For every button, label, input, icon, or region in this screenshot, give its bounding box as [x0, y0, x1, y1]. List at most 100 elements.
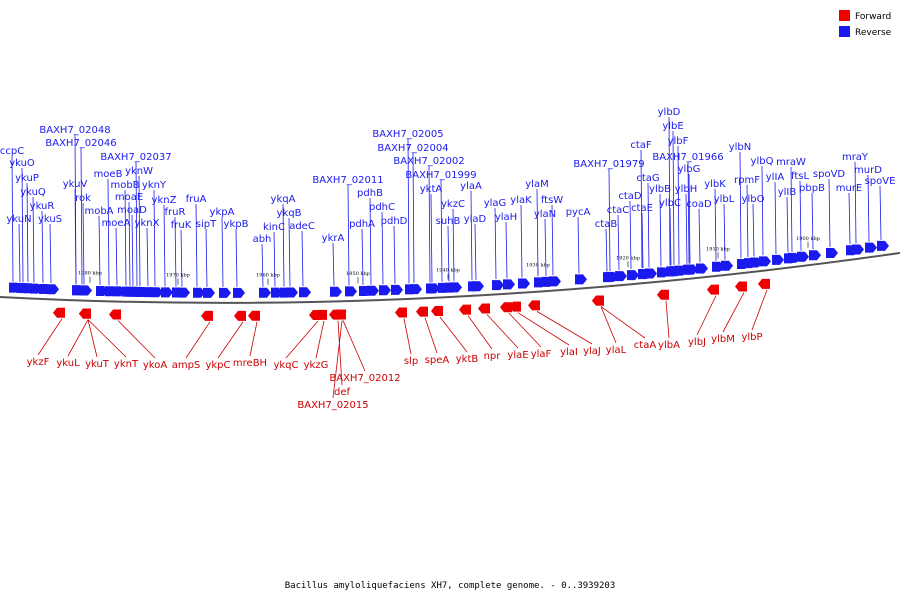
reverse-gene-ykzc[interactable]: ykzC: [441, 199, 465, 293]
reverse-gene-abh[interactable]: abh: [253, 234, 272, 298]
gene-label-ylbm[interactable]: ylbM: [711, 334, 735, 345]
gene-label-ylbd[interactable]: ylbD: [658, 107, 681, 118]
reverse-gene-ylan[interactable]: ylaN: [534, 209, 556, 287]
gene-label-baxh7-02015[interactable]: BAXH7_02015: [297, 400, 368, 411]
gene-label-mraw[interactable]: mraW: [776, 157, 806, 168]
reverse-gene-spove[interactable]: spoVE: [865, 176, 896, 251]
forward-gene-baxh7-02015[interactable]: BAXH7_02015: [297, 309, 369, 411]
gene-label-ykpc[interactable]: ykpC: [205, 360, 230, 371]
gene-label-ykra[interactable]: ykrA: [322, 233, 345, 244]
gene-label-ylan[interactable]: ylaN: [534, 209, 556, 220]
gene-arrow-ykpa[interactable]: [219, 287, 231, 298]
gene-label-ylbo[interactable]: ylbO: [742, 194, 765, 205]
gene-label-ctaf[interactable]: ctaF: [630, 140, 652, 151]
reverse-gene-pdhc[interactable]: pdhC: [369, 202, 395, 296]
gene-label-rok[interactable]: rok: [75, 193, 91, 204]
gene-label-fruk[interactable]: fruK: [171, 220, 192, 231]
gene-label-ylaf[interactable]: ylaF: [531, 349, 552, 360]
reverse-gene-murd[interactable]: murD: [854, 165, 882, 253]
gene-label-def[interactable]: def: [334, 387, 351, 398]
forward-gene-spea[interactable]: speA: [416, 306, 449, 366]
gene-label-ylib[interactable]: ylIB: [778, 187, 797, 198]
gene-label-ylba[interactable]: ylbA: [658, 340, 680, 351]
gene-label-baxh7-01999[interactable]: BAXH7_01999: [405, 170, 476, 181]
gene-label-ylaj[interactable]: ylaJ: [583, 346, 601, 357]
gene-arrow-ykra[interactable]: [330, 286, 342, 297]
forward-gene-ykzg[interactable]: ykzG: [304, 309, 329, 371]
forward-gene-mrebh[interactable]: mreBH: [233, 310, 267, 369]
gene-arrow-ykpb[interactable]: [233, 287, 245, 298]
gene-label-pdhd[interactable]: pdhD: [381, 216, 408, 227]
gene-arrow-spea[interactable]: [416, 306, 428, 317]
gene-label-sipt[interactable]: sipT: [196, 219, 217, 230]
reverse-gene-mure[interactable]: murE: [836, 183, 863, 256]
gene-label-ykur[interactable]: ykuR: [30, 201, 55, 212]
gene-arrow-suhb[interactable]: [445, 282, 457, 293]
forward-gene-ykoa[interactable]: ykoA: [109, 309, 167, 371]
gene-label-ctaa[interactable]: ctaA: [634, 340, 657, 351]
gene-arrow-ylae[interactable]: [478, 303, 490, 314]
gene-arrow-pdhc[interactable]: [379, 285, 391, 296]
gene-label-baxh7-01966[interactable]: BAXH7_01966: [652, 152, 723, 163]
gene-label-ctac[interactable]: ctaC: [607, 205, 630, 216]
forward-gene-ylbm[interactable]: ylbM: [711, 281, 747, 345]
forward-gene-ylbp[interactable]: ylbP: [741, 278, 770, 343]
gene-arrow-ykus[interactable]: [47, 284, 59, 295]
gene-label-pdhb[interactable]: pdhB: [357, 188, 383, 199]
gene-label-ylbh[interactable]: ylbH: [675, 184, 698, 195]
reverse-gene-ylaa[interactable]: ylaA: [460, 181, 482, 292]
gene-label-moba[interactable]: mobA: [84, 206, 113, 217]
gene-label-ylai[interactable]: ylaI: [560, 347, 578, 358]
gene-arrow-ykqb[interactable]: [286, 287, 298, 298]
forward-gene-baxh7-02012[interactable]: BAXH7_02012: [329, 309, 401, 384]
reverse-gene-ctad[interactable]: ctaD: [618, 191, 642, 281]
gene-arrow-ylad[interactable]: [472, 281, 484, 292]
reverse-gene-ylbh[interactable]: ylbH: [675, 184, 698, 275]
gene-label-ylbl[interactable]: ylbL: [714, 194, 735, 205]
gene-label-ylbc[interactable]: ylbC: [659, 198, 681, 209]
reverse-gene-ykta[interactable]: yktA: [420, 184, 443, 294]
gene-label-ykzg[interactable]: ykzG: [304, 360, 329, 371]
gene-label-baxh7-01979[interactable]: BAXH7_01979: [573, 159, 644, 170]
gene-label-yknw[interactable]: yknW: [125, 166, 153, 177]
gene-label-ylbq[interactable]: ylbQ: [751, 156, 774, 167]
gene-label-moea[interactable]: moeA: [102, 218, 131, 229]
reverse-gene-baxh7-02011[interactable]: BAXH7_02011: [312, 175, 384, 297]
gene-arrow-ykzg[interactable]: [315, 309, 327, 320]
forward-gene-yknt[interactable]: yknT: [79, 308, 139, 370]
gene-label-mobb[interactable]: mobB: [110, 180, 139, 191]
gene-label-ykoa[interactable]: ykoA: [143, 360, 167, 371]
gene-arrow-moea[interactable]: [113, 286, 125, 297]
gene-label-ftsw[interactable]: ftsW: [541, 195, 563, 206]
gene-label-kinc[interactable]: kinC: [263, 222, 285, 233]
gene-arrow-ylba[interactable]: [657, 289, 669, 300]
forward-gene-ylaj[interactable]: ylaJ: [528, 300, 601, 357]
gene-arrow-yktb[interactable]: [431, 305, 443, 316]
reverse-gene-ykus[interactable]: ykuS: [38, 214, 62, 295]
reverse-gene-moad[interactable]: moaD: [117, 205, 147, 297]
reverse-gene-ctab[interactable]: ctaB: [595, 219, 618, 283]
gene-label-ylah[interactable]: ylaH: [495, 212, 517, 223]
reverse-gene-yknx[interactable]: yknX: [135, 218, 160, 298]
gene-arrow-adec[interactable]: [299, 287, 311, 298]
gene-label-mray[interactable]: mraY: [842, 152, 869, 163]
gene-label-baxh7-02037[interactable]: BAXH7_02037: [100, 152, 171, 163]
gene-label-ylbp[interactable]: ylbP: [741, 332, 762, 343]
reverse-gene-ylbl[interactable]: ylbL: [714, 194, 735, 271]
gene-arrow-ykun[interactable]: [16, 282, 28, 293]
gene-arrow-yknx[interactable]: [144, 287, 156, 298]
gene-label-npr[interactable]: npr: [484, 351, 502, 362]
gene-label-moeb[interactable]: moeB: [94, 169, 123, 180]
gene-arrow-baxh7-02015[interactable]: [333, 309, 345, 320]
gene-label-ylbf[interactable]: ylbF: [668, 136, 689, 147]
reverse-gene-pdha[interactable]: pdhA: [349, 219, 375, 296]
gene-arrow-ylbm[interactable]: [735, 281, 747, 292]
gene-label-frua[interactable]: fruA: [186, 194, 207, 205]
gene-label-ykqa[interactable]: ykqA: [271, 194, 296, 205]
gene-arrow-ctaa[interactable]: [592, 295, 604, 306]
gene-label-pdha[interactable]: pdhA: [349, 219, 375, 230]
gene-label-ykut[interactable]: ykuT: [85, 359, 110, 370]
reverse-gene-pdhd[interactable]: pdhD: [381, 216, 408, 295]
gene-label-ykpa[interactable]: ykpA: [210, 207, 235, 218]
gene-arrow-spovd[interactable]: [826, 248, 838, 259]
